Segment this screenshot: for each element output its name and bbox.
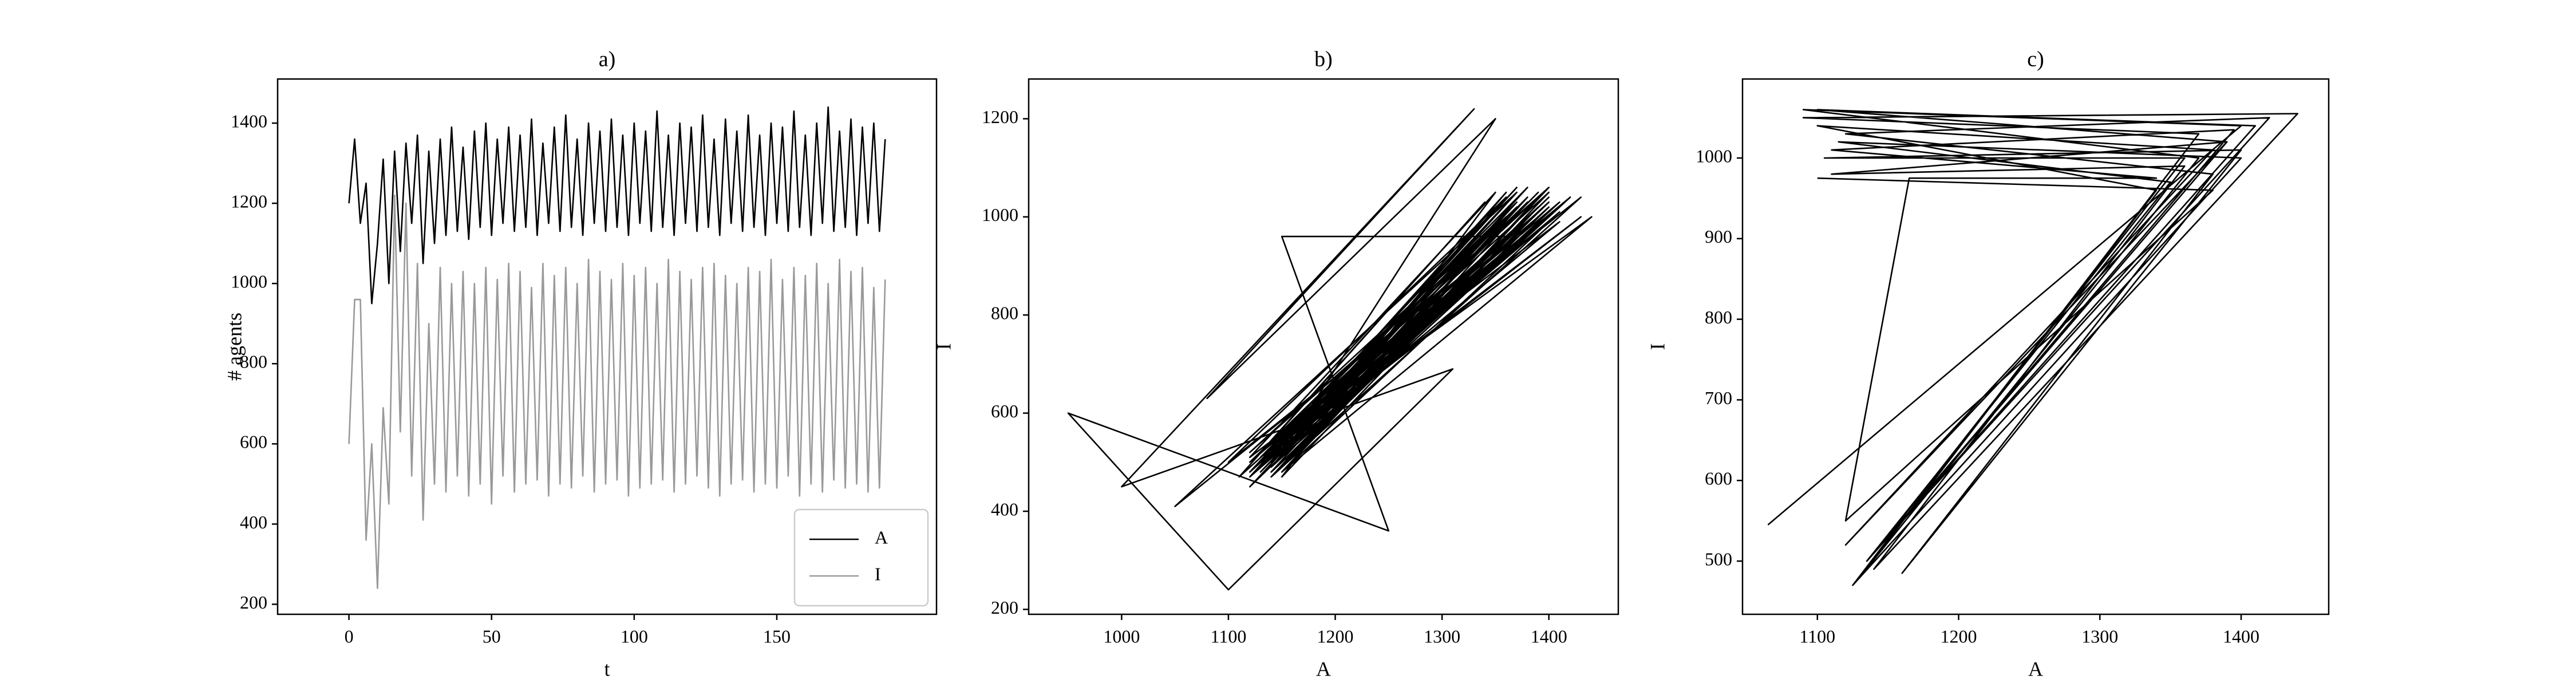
y-tick-label: 600 [991,401,1018,421]
x-axis-label: t [604,657,610,680]
y-tick-label: 900 [1705,226,1732,247]
legend-label: I [875,563,881,584]
x-tick-label: 1200 [1941,626,1977,646]
legend-frame [793,508,929,607]
phase-path [1767,109,2298,586]
y-axis-label: I [932,344,955,350]
y-tick-label: 600 [240,432,267,452]
y-tick-label: 1000 [1696,145,1732,166]
subplot-title: c) [2027,48,2044,72]
y-tick-label: 1200 [231,191,267,211]
subplot: 1100 1200 1300 1400 500 600 700 800 900 1000 c) A I [1646,48,2330,680]
subplot: 1000 1100 1200 1300 1400 200 400 600 800 1000 1200… [932,48,1619,680]
subplot-title: a) [599,48,616,72]
x-axis-label: A [1316,657,1331,680]
x-tick-label: 150 [763,626,791,646]
y-tick-label: 800 [991,303,1018,323]
subplot: 0 50 100 150 200 400 600 800 1000 1200 1400 a) t # ag… [223,48,938,680]
x-tick-label: 0 [345,626,354,646]
legend: AI [793,508,929,607]
x-tick-label: 1000 [1103,626,1140,646]
y-axis-label: # agents [223,313,246,381]
subplot-title: b) [1314,48,1333,72]
series-line [348,194,886,589]
y-tick-label: 1000 [231,271,267,292]
y-tick-label: 700 [1705,388,1732,408]
x-tick-label: 100 [621,626,648,646]
x-tick-label: 1100 [1799,626,1835,646]
x-tick-label: 1300 [2081,626,2118,646]
y-tick-label: 600 [1705,468,1732,489]
phase-path [1067,108,1593,591]
axes-frame [1028,78,1619,615]
x-tick-label: 1200 [1317,626,1354,646]
y-tick-label: 200 [991,597,1018,618]
y-tick-label: 800 [240,352,267,372]
y-tick-label: 400 [991,499,1018,519]
y-tick-label: 400 [240,512,267,532]
x-tick-label: 1400 [1531,626,1567,646]
x-tick-label: 1300 [1424,626,1460,646]
axes-frame [1741,78,2330,615]
x-axis-label: A [2028,657,2043,680]
axes-frame [276,78,938,615]
x-tick-label: 50 [483,626,501,646]
y-axis-label: I [1646,344,1669,350]
y-tick-label: 500 [1705,548,1732,569]
y-tick-label: 1000 [982,204,1018,225]
y-tick-label: 1200 [982,106,1018,127]
series-line [348,106,886,305]
x-tick-label: 1400 [2223,626,2259,646]
y-tick-label: 1400 [231,110,267,131]
legend-label: A [875,527,888,547]
x-tick-label: 1100 [1211,626,1247,646]
y-tick-label: 200 [240,592,267,613]
y-tick-label: 800 [1705,307,1732,327]
